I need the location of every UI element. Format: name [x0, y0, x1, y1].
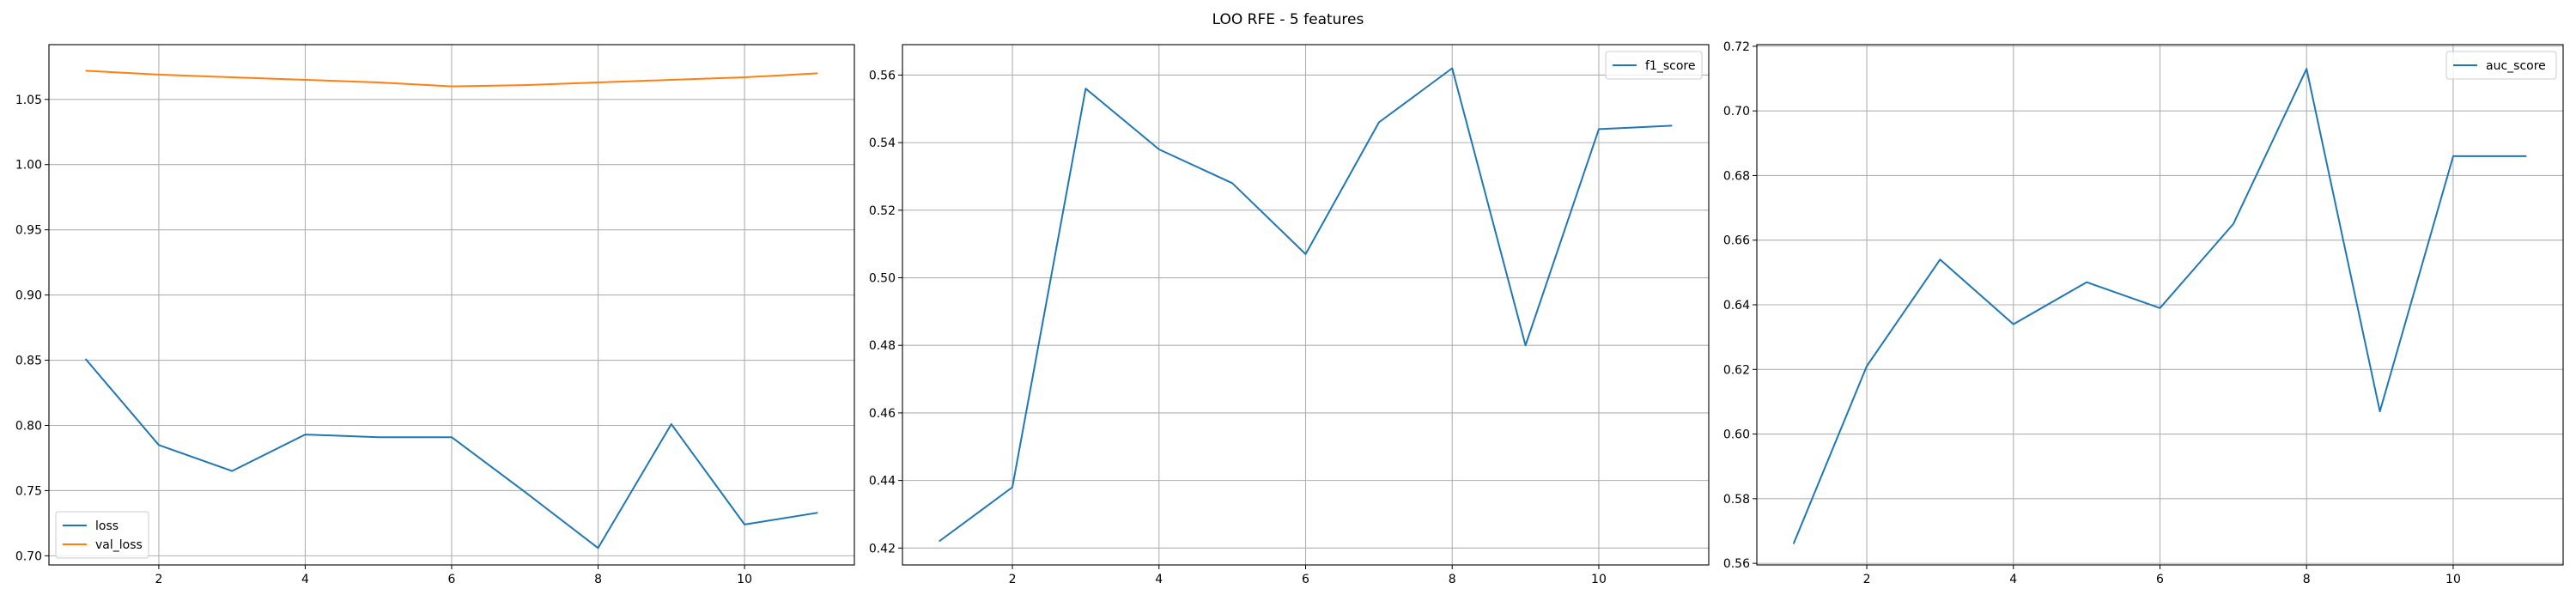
y-tick-label: 0.72 — [1723, 40, 1750, 54]
series-line-loss — [84, 358, 818, 549]
subplot-3: 2 4 6 8 10 0.56 0.58 0.60 0.62 0.64 0.66 0.68 0.70 0.… — [1723, 40, 2564, 586]
x-tick-label: 6 — [2156, 573, 2164, 586]
y-tick-label: 0.56 — [1723, 557, 1750, 571]
y-tick-label: 0.64 — [1723, 299, 1750, 313]
x-tick-label: 4 — [1155, 573, 1163, 586]
y-tick-label: 0.52 — [869, 204, 896, 218]
series-line-val-loss — [85, 70, 818, 88]
y-tick-label: 0.95 — [15, 224, 42, 238]
legend-box — [2445, 51, 2557, 80]
legend-label: auc_score — [2486, 59, 2546, 73]
y-tick-label: 0.50 — [869, 272, 896, 286]
y-tick-label: 0.62 — [1723, 363, 1750, 377]
y-tick-label: 0.42 — [869, 542, 896, 555]
y-tick-label: 0.44 — [869, 475, 896, 489]
y-tick-label: 1.00 — [15, 159, 42, 173]
figure-suptitle: LOO RFE - 5 features — [1212, 11, 1364, 28]
x-tick-label: 6 — [448, 573, 456, 586]
x-tick-label: 2 — [155, 573, 162, 586]
legend: auc_score — [2445, 51, 2557, 80]
x-tick-label: 8 — [1449, 573, 1456, 586]
y-tick-label: 0.58 — [1723, 493, 1750, 507]
legend-label: val_loss — [95, 538, 143, 552]
y-tick-label: 0.90 — [15, 289, 42, 303]
subplot-1: 2 4 6 8 10 0.70 0.75 0.80 0.85 0.90 0.95 1.00 1.05 lo… — [15, 44, 855, 586]
y-tick-label: 0.46 — [869, 407, 896, 421]
x-tick-label: 10 — [1591, 573, 1607, 586]
subplot-2: 2 4 6 8 10 0.42 0.44 0.46 0.48 0.50 0.52 0.54 0.56 f1… — [869, 44, 1710, 586]
y-tick-label: 0.70 — [1723, 105, 1750, 118]
axes-frame — [48, 44, 855, 566]
y-tick-label: 0.66 — [1723, 234, 1750, 248]
y-tick-label: 0.60 — [1723, 428, 1750, 442]
x-tick-label: 2 — [1863, 573, 1871, 586]
x-tick-label: 8 — [2303, 573, 2311, 586]
legend: f1_score — [1605, 51, 1703, 80]
y-tick-label: 0.70 — [15, 549, 42, 563]
legend-box — [1605, 51, 1703, 80]
y-tick-label: 0.56 — [869, 69, 896, 82]
legend-label: f1_score — [1645, 59, 1695, 73]
y-tick-label: 0.48 — [869, 339, 896, 353]
x-tick-label: 4 — [2009, 573, 2017, 586]
legend-box — [55, 511, 149, 559]
legend: loss val_loss — [55, 511, 149, 559]
x-tick-label: 8 — [594, 573, 602, 586]
x-tick-label: 2 — [1009, 573, 1017, 586]
axes-frame — [1756, 44, 2564, 566]
y-tick-label: 0.54 — [869, 137, 896, 150]
series-line-f1-score — [939, 67, 1673, 543]
y-tick-label: 0.68 — [1723, 169, 1750, 183]
x-tick-label: 4 — [301, 573, 309, 586]
legend-label: loss — [95, 519, 118, 533]
y-tick-label: 1.05 — [15, 94, 42, 107]
y-tick-label: 0.85 — [15, 355, 42, 368]
x-tick-label: 6 — [1302, 573, 1309, 586]
x-tick-label: 10 — [737, 573, 752, 586]
y-tick-label: 0.80 — [15, 419, 42, 433]
x-tick-label: 10 — [2445, 573, 2461, 586]
axes-frame — [902, 44, 1710, 566]
series-line-auc-score — [1792, 68, 2527, 544]
y-tick-label: 0.75 — [15, 484, 42, 498]
